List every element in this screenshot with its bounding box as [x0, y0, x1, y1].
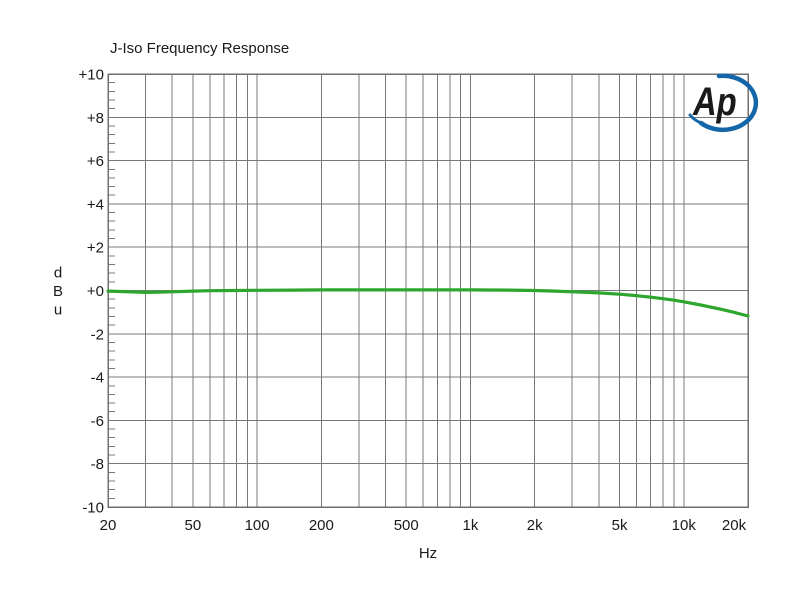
logo-swoosh-icon — [698, 73, 759, 133]
x-tick-label: 5k — [612, 517, 628, 534]
x-tick-label: 2k — [527, 517, 543, 534]
y-tick-label: +0 — [87, 283, 104, 300]
x-tick-label: 20k — [722, 517, 747, 534]
audio-precision-logo: Ap — [688, 73, 759, 133]
logo-text: Ap — [692, 79, 737, 124]
y-tick-label: +4 — [87, 196, 104, 213]
chart-title: J-Iso Frequency Response — [110, 40, 289, 57]
y-tick-label: -2 — [91, 326, 104, 343]
y-tick-label: -10 — [82, 500, 104, 517]
response-curve — [106, 288, 750, 318]
y-tick-label: -6 — [91, 413, 104, 430]
axis-minor-ticks — [108, 82, 115, 499]
y-tick-label: +2 — [87, 240, 104, 257]
x-tick-label: 50 — [185, 517, 202, 534]
y-tick-label: -8 — [91, 456, 104, 473]
y-tick-label: -4 — [91, 370, 104, 387]
x-tick-label: 20 — [100, 517, 117, 534]
x-tick-label: 100 — [245, 517, 270, 534]
series-line — [106, 288, 750, 318]
x-tick-label: 1k — [463, 517, 479, 534]
x-tick-label: 200 — [309, 517, 334, 534]
y-tick-label: +8 — [87, 110, 104, 127]
logo-tail-icon — [688, 113, 703, 125]
x-axis-label: Hz — [419, 545, 437, 562]
y-tick-label: +6 — [87, 153, 104, 170]
axis-tick-labels: 20 50 100 200 500 1k 2k 5k 10k 20k +10 +8 +6 +4 +2 +0 -2… — [79, 67, 747, 535]
x-tick-label: 500 — [394, 517, 419, 534]
x-tick-label: 10k — [672, 517, 697, 534]
y-tick-label: +10 — [79, 67, 104, 84]
